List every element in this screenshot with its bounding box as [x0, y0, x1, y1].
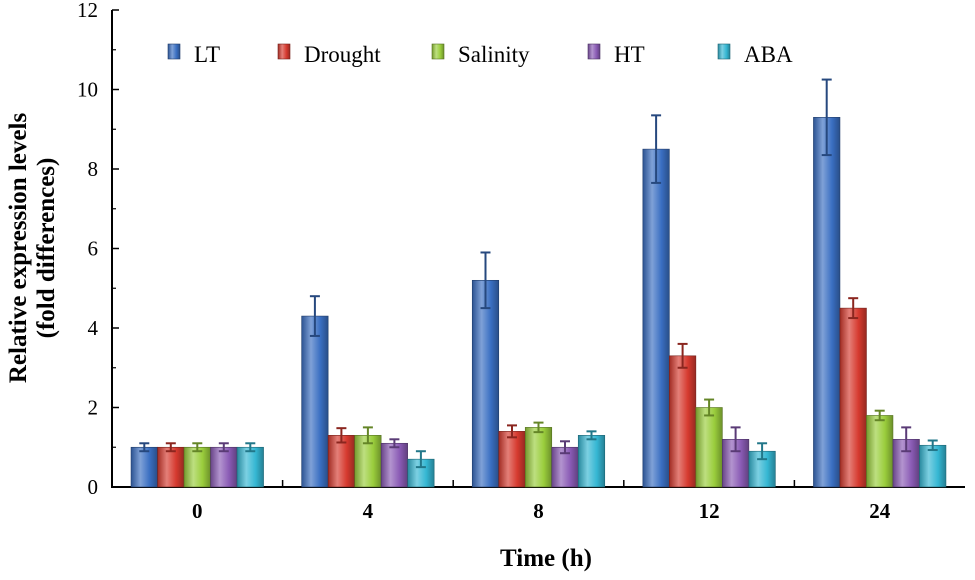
y-tick-label: 6: [88, 237, 99, 261]
bar-drought-24: [839, 307, 867, 488]
bar-aba-0: [236, 446, 264, 488]
legend-label-drought: Drought: [304, 42, 381, 67]
bar-drought-0: [157, 446, 185, 488]
y-tick-label: 2: [88, 396, 99, 420]
legend-label-lt: LT: [194, 42, 220, 67]
x-axis-ticks: 0 4 8 12 24: [192, 480, 891, 523]
y-tick-label: 4: [88, 316, 99, 340]
y-axis-title-line2: (fold differences): [33, 158, 60, 339]
bar-salinity-0: [183, 446, 211, 488]
bar-lt-4: [301, 315, 329, 488]
x-tick-label: 24: [869, 499, 891, 523]
bar-salinity-8: [524, 427, 553, 488]
bar-groups: [130, 78, 947, 488]
bar-drought-4: [327, 435, 355, 488]
legend-swatch-ht: [587, 43, 601, 60]
x-tick-label: 0: [192, 499, 203, 523]
x-axis-title: Time (h): [500, 545, 592, 572]
y-axis-ticks: 0 2 4 6 8 10 12: [77, 0, 119, 499]
x-tick-label: 12: [699, 499, 720, 523]
x-tick-label: 8: [533, 499, 544, 523]
x-tick-label: 4: [363, 499, 374, 523]
legend-label-ht: HT: [614, 42, 645, 67]
y-tick-label: 12: [77, 0, 98, 22]
bar-salinity-12: [695, 407, 723, 488]
y-tick-label: 8: [88, 157, 99, 181]
bar-lt-8: [471, 279, 500, 488]
legend-swatch-drought: [277, 43, 291, 60]
legend: LT Drought Salinity HT ABA: [167, 42, 793, 67]
legend-swatch-aba: [717, 43, 731, 60]
bar-drought-12: [669, 355, 697, 488]
bar-lt-24: [813, 117, 841, 488]
bar-aba-24: [919, 444, 947, 488]
bar-lt-12: [642, 148, 670, 488]
y-tick-label: 0: [88, 475, 99, 499]
bar-ht-0: [210, 446, 238, 488]
y-axis-title-line1: Relative expression levels: [5, 113, 32, 384]
legend-swatch-salinity: [431, 43, 445, 60]
bar-salinity-24: [866, 415, 894, 488]
legend-swatch-lt: [167, 43, 181, 60]
bar-lt-0: [130, 446, 158, 488]
legend-label-aba: ABA: [744, 42, 793, 67]
y-tick-label: 10: [77, 78, 98, 102]
bar-ht-4: [380, 442, 408, 488]
legend-label-salinity: Salinity: [458, 42, 530, 67]
bar-aba-8: [577, 435, 606, 488]
bar-drought-8: [498, 431, 526, 488]
